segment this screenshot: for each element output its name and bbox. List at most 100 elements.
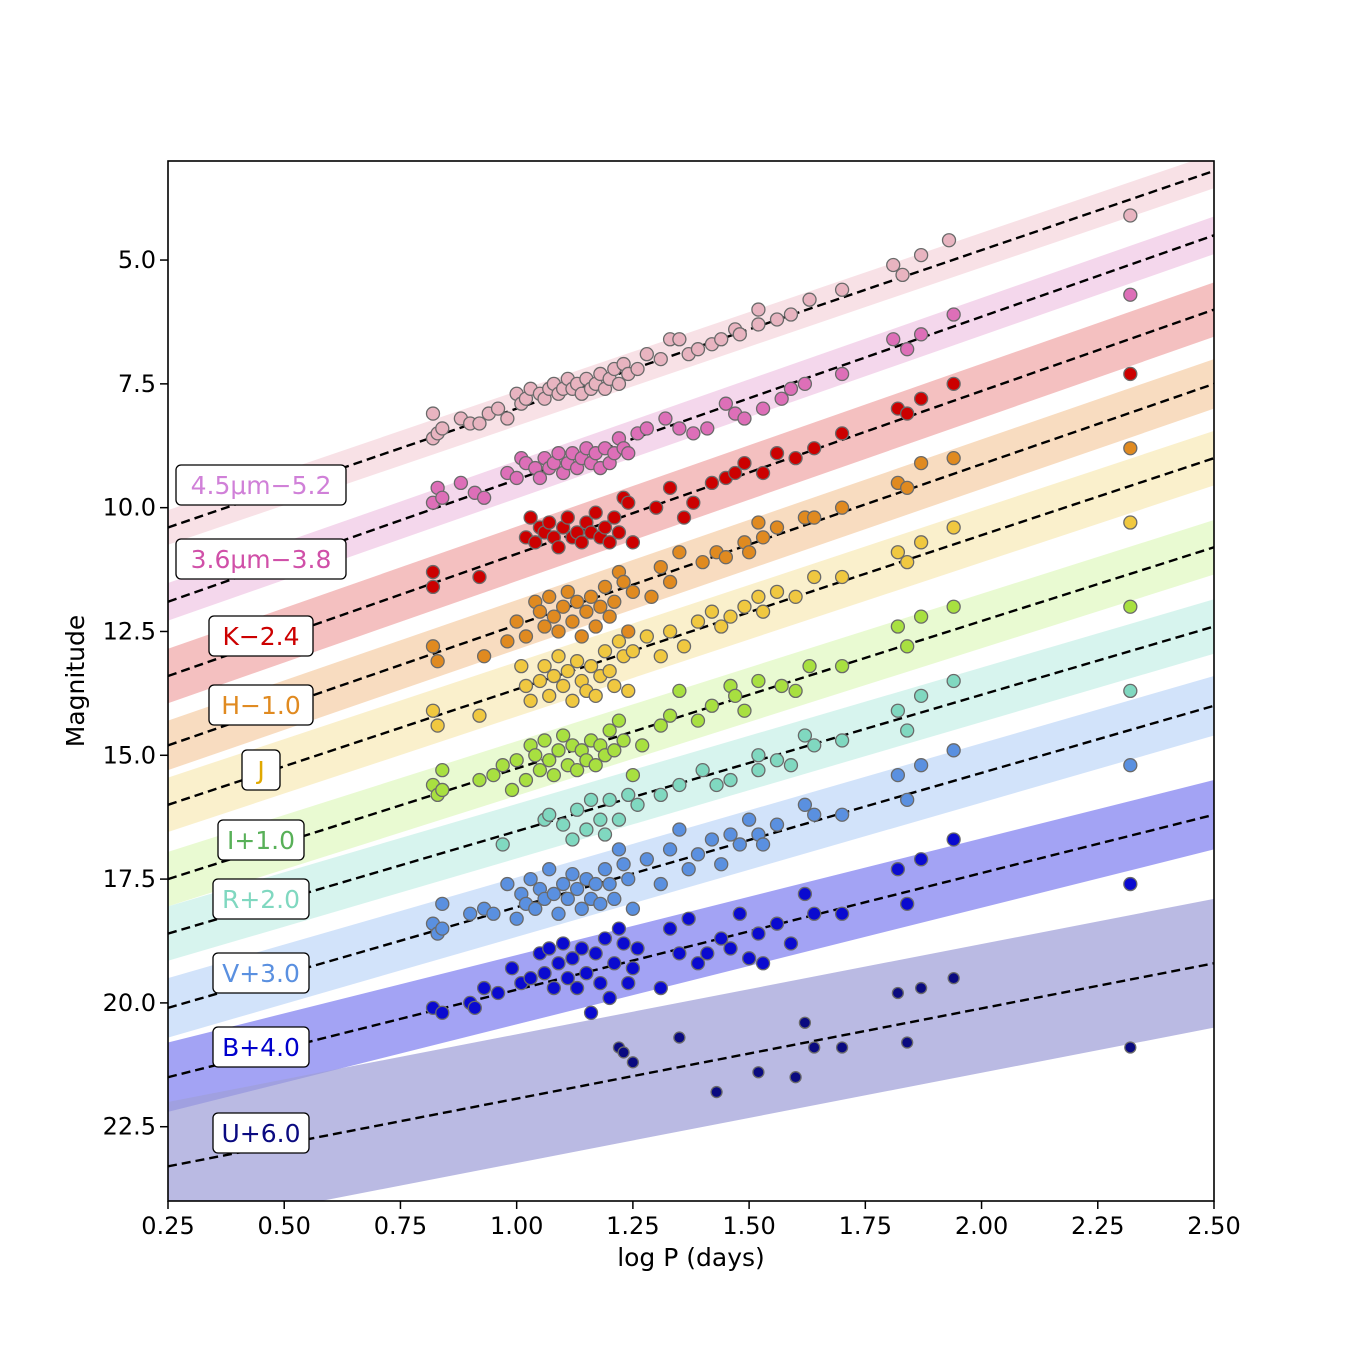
series-6-point	[597, 827, 613, 842]
band-label-box	[217, 819, 305, 861]
series-8-point	[755, 956, 771, 971]
series-7-point	[662, 842, 678, 857]
series-6-point	[630, 797, 645, 812]
series-7-point	[639, 852, 654, 867]
band-label-box	[212, 952, 310, 994]
band-label-7: V+3.0	[212, 952, 310, 994]
series-2-point	[625, 535, 641, 550]
series-2-point	[523, 510, 538, 525]
series-6-point	[797, 728, 813, 743]
series-8-point	[690, 956, 706, 971]
band-label-box	[208, 615, 314, 657]
series-6-point	[913, 688, 929, 704]
x-axis: 0.25 0.50 0.75 1.00 1.25 1.50 1.75 2.00 2.25 2.50	[141, 1201, 1241, 1240]
series-2-point	[425, 564, 441, 580]
series-8-point	[621, 975, 636, 991]
series-3-point	[644, 589, 659, 604]
series-2-point	[560, 510, 575, 525]
series-7-point	[602, 876, 617, 892]
series-8-point	[700, 946, 715, 961]
series-5-point	[569, 762, 585, 778]
band-label-box	[212, 1026, 310, 1068]
series-2-point	[946, 376, 961, 392]
series-7-point	[714, 857, 729, 872]
series-7-point	[500, 876, 515, 892]
series-3-point	[616, 574, 631, 590]
series-4-point	[723, 609, 738, 624]
series-6-point	[695, 762, 710, 778]
series-8-point	[583, 1005, 599, 1020]
series-2-point	[1123, 366, 1138, 382]
series-0-point	[653, 351, 668, 367]
series-4-point	[546, 668, 562, 684]
series-8-point	[630, 941, 645, 956]
series-8-point	[797, 886, 813, 902]
series-5-point	[616, 733, 631, 748]
series-7-point	[681, 862, 696, 877]
series-5-point	[472, 772, 487, 788]
y-tick-label: 17.5	[103, 865, 156, 893]
series-7-point	[621, 871, 636, 887]
series-4-point	[514, 658, 529, 674]
series-0-point	[895, 267, 910, 283]
series-7-point	[565, 866, 580, 882]
band-label-9: U+6.0	[212, 1112, 310, 1154]
series-6-point	[709, 777, 724, 793]
x-tick-label: 1.00	[490, 1212, 543, 1240]
series-7-point	[946, 743, 961, 758]
series-4-point	[755, 604, 771, 619]
series-1-point	[509, 470, 524, 486]
series-3-point	[560, 584, 575, 600]
series-3-point	[834, 500, 850, 515]
series-0-point	[802, 292, 817, 307]
series-3-point	[518, 629, 534, 644]
series-2-point	[769, 446, 785, 461]
band-label-3: H−1.0	[208, 684, 314, 726]
series-0-point	[435, 421, 450, 436]
series-4-point	[946, 520, 961, 535]
series-1-point	[476, 490, 492, 505]
series-5-point	[728, 688, 743, 704]
series-3-point	[625, 584, 641, 600]
series-6-point	[495, 837, 510, 852]
series-3-point	[537, 619, 552, 634]
series-3-point	[946, 450, 961, 466]
series-5-point	[900, 639, 915, 654]
series-7-point	[435, 896, 450, 912]
band-label-box	[175, 464, 347, 506]
band-label-2: K−2.4	[208, 615, 314, 657]
series-6-point	[653, 787, 668, 803]
series-3-point	[569, 594, 585, 609]
series-4-point	[913, 535, 929, 550]
series-7-point	[616, 857, 631, 872]
series-6-point	[556, 817, 571, 832]
series-0-point	[639, 346, 654, 362]
series-3-point	[751, 515, 766, 530]
series-7-point	[463, 906, 478, 921]
series-1-point	[435, 490, 450, 505]
series-4-point	[542, 688, 557, 704]
series-1-point	[686, 426, 701, 441]
series-1-point	[946, 307, 961, 322]
series-9-point	[789, 1071, 802, 1084]
series-7-point	[560, 891, 575, 907]
series-5-point	[551, 743, 566, 758]
series-3-point	[741, 545, 757, 560]
series-8-point	[560, 970, 575, 986]
series-2-point	[574, 535, 589, 550]
series-7-point	[625, 901, 641, 916]
series-7-point	[523, 871, 538, 887]
series-8-point	[602, 990, 617, 1006]
series-5-point	[913, 609, 929, 624]
series-4-point	[714, 619, 729, 634]
series-1-point	[886, 332, 901, 347]
series-1-point	[532, 470, 548, 486]
series-4-point	[607, 678, 622, 694]
series-8-point	[504, 961, 520, 976]
band-label-5: I+1.0	[217, 819, 305, 861]
band-label-text: K−2.4	[222, 622, 299, 651]
band-label-text: H−1.0	[221, 691, 301, 720]
series-0-point	[714, 332, 729, 347]
series-7-point	[593, 896, 608, 912]
series-8-point	[597, 931, 613, 946]
